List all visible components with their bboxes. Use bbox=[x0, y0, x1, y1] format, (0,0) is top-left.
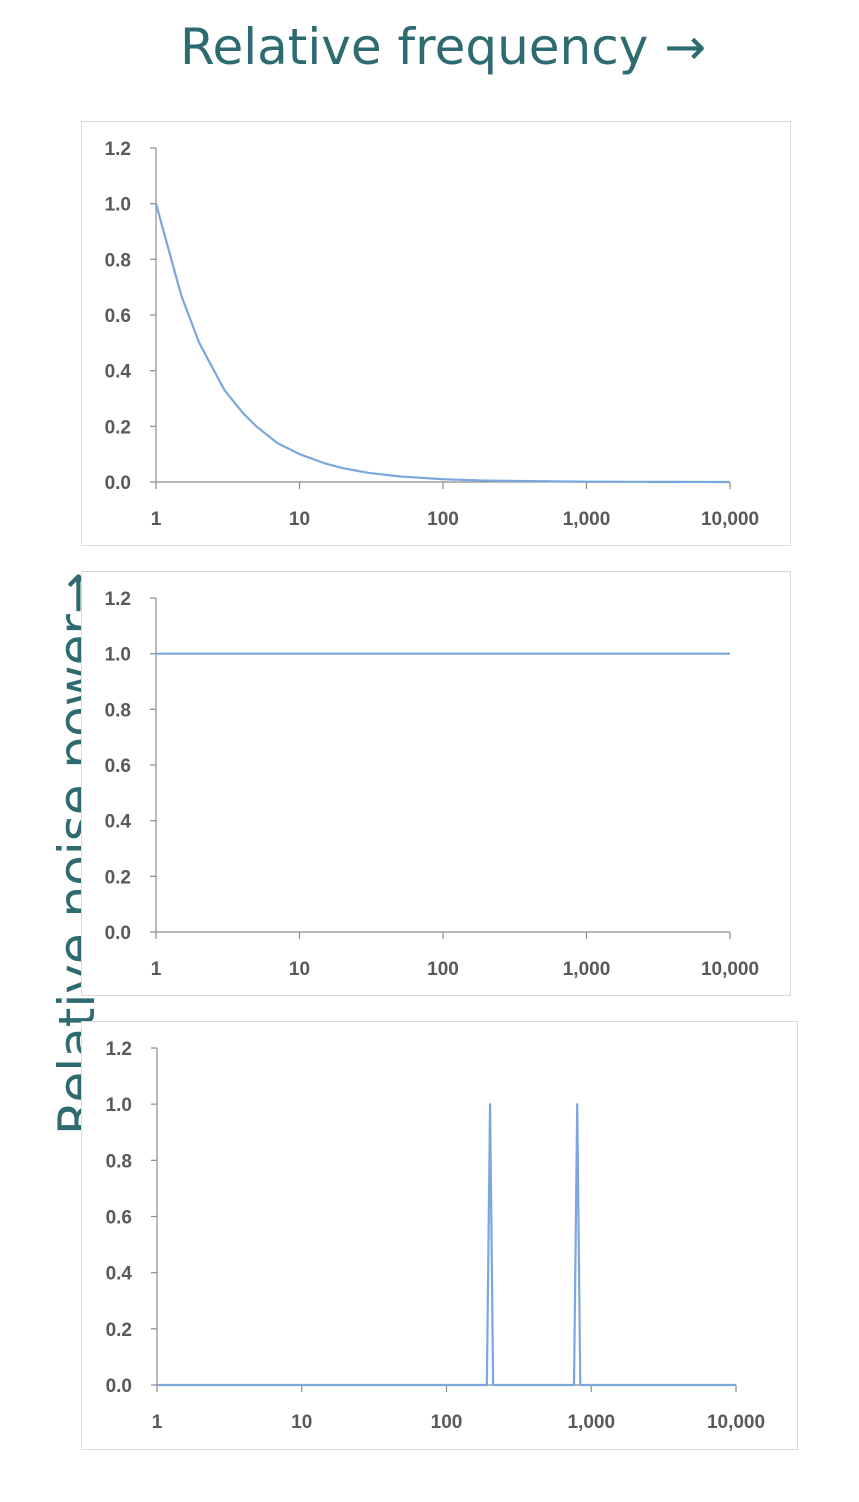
y-tick-label: 0.0 bbox=[106, 1376, 132, 1397]
y-tick-label: 0.2 bbox=[106, 1320, 132, 1341]
y-tick-label: 0.2 bbox=[105, 867, 131, 888]
chart-2-svg: 0.0 0.2 0.4 0.6 0.8 1.0 1.2 1 10 100 1,000 10,000 bbox=[105, 589, 759, 980]
series-line bbox=[154, 203, 731, 484]
x-tick-label: 10,000 bbox=[701, 509, 759, 530]
x-tick-label: 10 bbox=[289, 509, 310, 530]
y-tick-label: 1.2 bbox=[106, 1039, 132, 1060]
y-tick-label: 1.0 bbox=[105, 195, 131, 216]
chart-panel-2: 0.0 0.2 0.4 0.6 0.8 1.0 1.2 1 10 100 1,000 10,000 bbox=[81, 571, 791, 996]
x-tick-label: 10 bbox=[289, 959, 310, 980]
x-tick-label: 1 bbox=[152, 1412, 163, 1433]
y-tick-label: 0.2 bbox=[105, 417, 131, 438]
y-tick-label: 0.4 bbox=[105, 812, 132, 833]
x-tick-label: 10 bbox=[291, 1412, 312, 1433]
x-axis-title: Relative frequency → bbox=[180, 18, 707, 76]
x-tick-label: 1,000 bbox=[567, 1412, 615, 1433]
chart-panel-1: 0.0 0.2 0.4 0.6 0.8 1.0 1.2 1 10 100 1,000 10,000 bbox=[81, 121, 791, 546]
y-tick-label: 0.0 bbox=[105, 473, 131, 494]
chart-panel-3: 0.0 0.2 0.4 0.6 0.8 1.0 1.2 1 10 100 1,000 10,000 bbox=[81, 1021, 798, 1450]
x-tick-label: 1,000 bbox=[563, 959, 611, 980]
chart-3-svg: 0.0 0.2 0.4 0.6 0.8 1.0 1.2 1 10 100 1,000 10,000 bbox=[106, 1039, 765, 1433]
y-tick-label: 1.0 bbox=[105, 645, 131, 666]
y-tick-label: 0.6 bbox=[106, 1208, 132, 1229]
x-tick-label: 10,000 bbox=[701, 959, 759, 980]
x-tick-label: 1 bbox=[151, 959, 162, 980]
y-tick-label: 0.8 bbox=[106, 1151, 132, 1172]
x-tick-label: 1 bbox=[151, 509, 162, 530]
y-tick-label: 0.0 bbox=[105, 923, 131, 944]
y-tick-label: 1.2 bbox=[105, 589, 131, 610]
x-tick-label: 10,000 bbox=[707, 1412, 765, 1433]
y-tick-label: 0.4 bbox=[106, 1264, 133, 1285]
y-tick-label: 0.8 bbox=[105, 700, 131, 721]
y-tick-label: 0.6 bbox=[105, 306, 131, 327]
y-tick-label: 0.4 bbox=[105, 362, 132, 383]
y-tick-label: 1.0 bbox=[106, 1095, 132, 1116]
y-tick-label: 0.8 bbox=[105, 250, 131, 271]
x-tick-label: 100 bbox=[427, 509, 459, 530]
x-tick-label: 100 bbox=[427, 959, 459, 980]
x-tick-label: 100 bbox=[431, 1412, 463, 1433]
series-line bbox=[157, 1103, 736, 1387]
chart-1-svg: 0.0 0.2 0.4 0.6 0.8 1.0 1.2 1 10 100 1,000 10,000 bbox=[105, 139, 759, 530]
x-tick-label: 1,000 bbox=[563, 509, 611, 530]
y-tick-label: 0.6 bbox=[105, 756, 131, 777]
y-tick-label: 1.2 bbox=[105, 139, 131, 160]
